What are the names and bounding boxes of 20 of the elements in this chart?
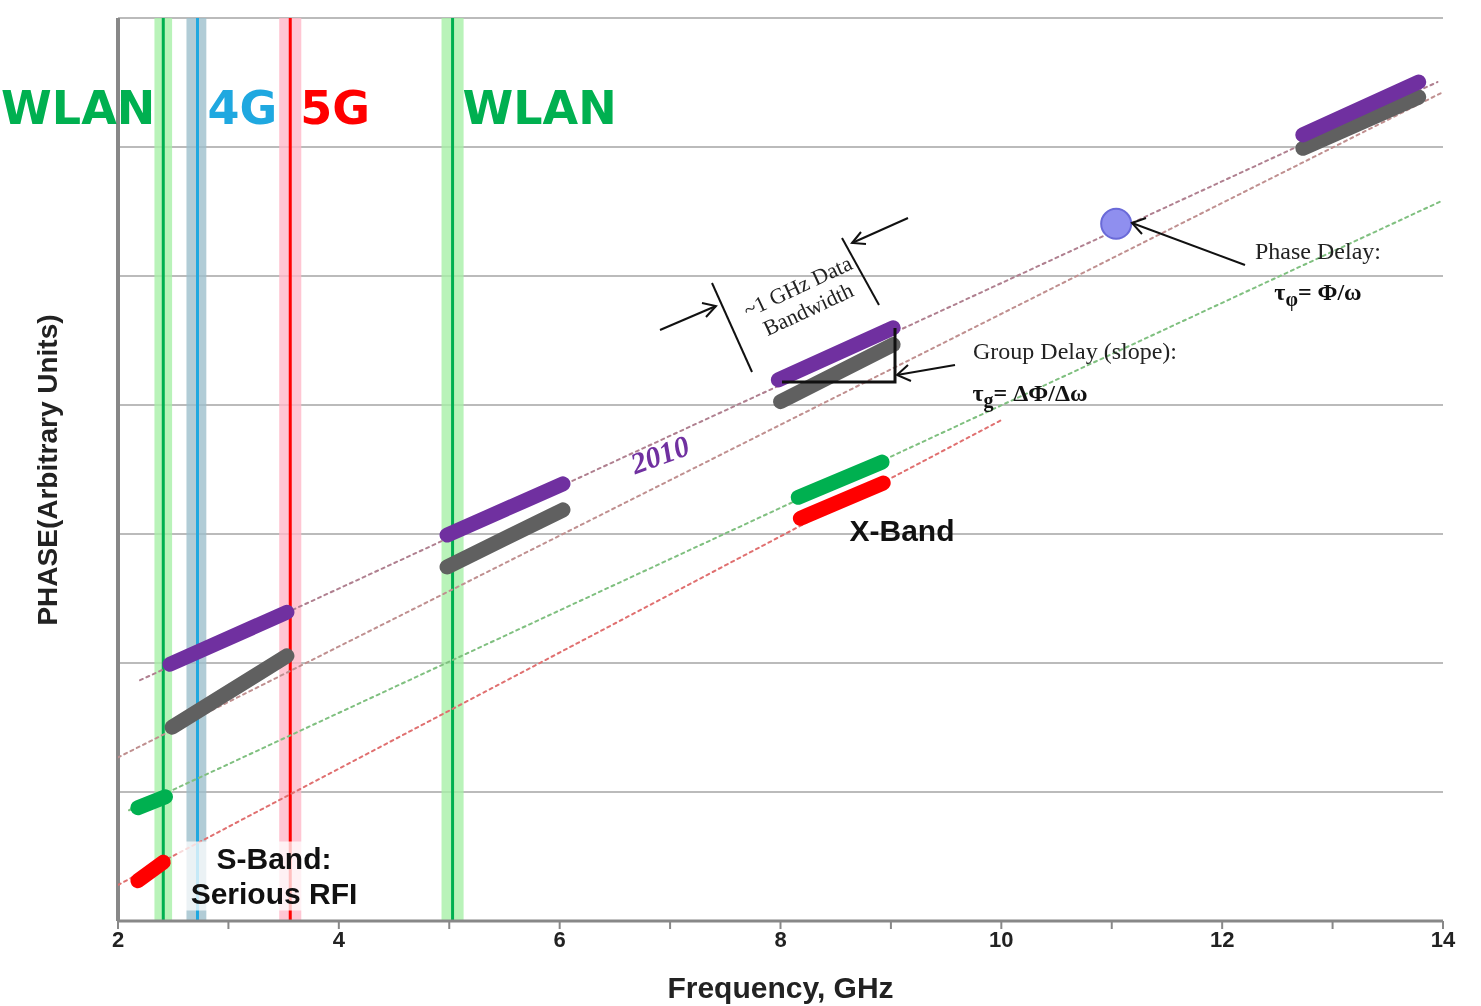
- annotation: 2010: [625, 428, 694, 481]
- ref-line-label: 4G: [207, 81, 278, 135]
- annotation: X-Band: [849, 513, 955, 547]
- annotation: S-Band: Serious RFI: [190, 841, 358, 909]
- annotation: τ$_{φ}$= Φ/ω: [1274, 279, 1362, 310]
- x-axis-title: Frequency, GHz: [667, 971, 894, 1005]
- x-tick-label: 12: [1209, 926, 1235, 952]
- x-tick-label: 4: [332, 926, 346, 952]
- annotation: τ$_{g}$= ΔΦ/Δω: [972, 380, 1088, 411]
- x-tick-label: 10: [989, 926, 1014, 952]
- x-tick-label: 6: [553, 926, 566, 952]
- x-tick-label: 14: [1430, 926, 1456, 952]
- annotation: Group Delay (slope):: [973, 338, 1177, 365]
- ref-line-label: WLAN: [1, 81, 156, 135]
- x-tick-label: 2: [111, 926, 125, 952]
- x-tick-label: 8: [774, 926, 787, 952]
- annotation: Phase Delay:: [1255, 238, 1381, 265]
- ref-line-label: 5G: [300, 81, 371, 135]
- y-axis-title: PHASE(Arbitrary Units): [32, 313, 64, 626]
- ref-line-label: WLAN: [462, 81, 617, 135]
